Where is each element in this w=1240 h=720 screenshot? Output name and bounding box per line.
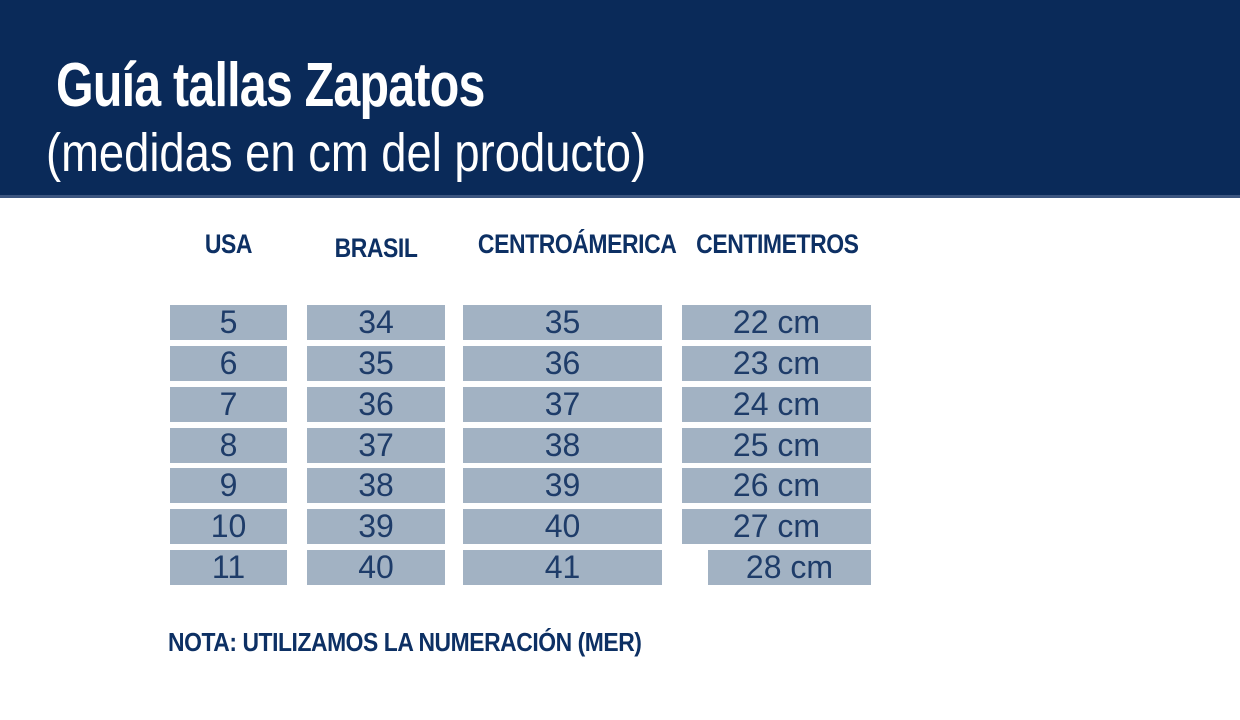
header-banner: Guía tallas Zapatos (medidas en cm del p… [0,0,1240,198]
table-cell: 11 [170,550,287,585]
table-row: 5 34 35 22 cm [0,305,1240,340]
table-cell: 35 [463,305,662,340]
table-row: 9 38 39 26 cm [0,468,1240,503]
column-header-usa: USA [204,229,253,259]
footer-note: NOTA: UTILIZAMOS LA NUMERACIÓN (MER) [168,627,642,657]
table-cell: 34 [307,305,445,340]
page-title: Guía tallas Zapatos [56,51,485,120]
table-cell: 40 [307,550,445,585]
table-cell: 28 cm [708,550,871,585]
table-cell: 40 [463,509,662,544]
column-header-brasil: BRASIL [334,233,418,263]
table-cell: 26 cm [682,468,871,503]
table-cell: 36 [463,346,662,381]
table-cell: 39 [307,509,445,544]
table-row: 8 37 38 25 cm [0,428,1240,463]
table-cell: 23 cm [682,346,871,381]
page-subtitle: (medidas en cm del producto) [46,123,647,183]
table-cell: 38 [463,428,662,463]
table-cell: 7 [170,387,287,422]
table-cell: 10 [170,509,287,544]
table-cell: 24 cm [682,387,871,422]
table-cell: 9 [170,468,287,503]
table-cell: 36 [307,387,445,422]
column-header-centimetros: CENTIMETROS [696,229,859,259]
table-cell: 8 [170,428,287,463]
table-cell: 27 cm [682,509,871,544]
table-row: 6 35 36 23 cm [0,346,1240,381]
table-cell: 6 [170,346,287,381]
table-cell: 5 [170,305,287,340]
table-cell: 41 [463,550,662,585]
column-header-centroamerica: CENTROÁMERICA [477,229,677,259]
table-cell: 35 [307,346,445,381]
table-cell: 37 [463,387,662,422]
table-cell: 39 [463,468,662,503]
table-cell: 38 [307,468,445,503]
table-cell: 37 [307,428,445,463]
table-cell: 22 cm [682,305,871,340]
table-row: 10 39 40 27 cm [0,509,1240,544]
table-row: 7 36 37 24 cm [0,387,1240,422]
table-row: 11 40 41 28 cm [0,550,1240,585]
table-cell: 25 cm [682,428,871,463]
